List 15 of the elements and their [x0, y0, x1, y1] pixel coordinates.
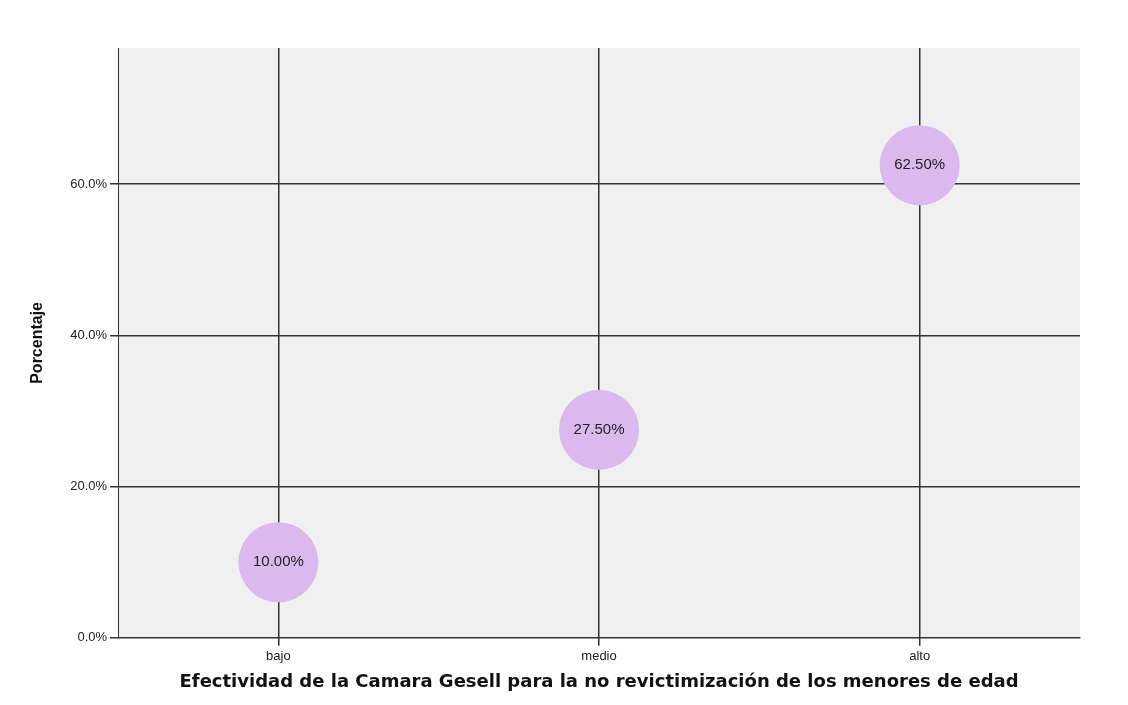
y-tick-label: 0.0% — [77, 629, 108, 645]
x-tick-label: medio — [581, 648, 617, 664]
data-label: 10.00% — [252, 552, 304, 570]
y-tick-label: 60.0% — [70, 175, 108, 191]
x-tick-label: alto — [909, 648, 931, 664]
point — [559, 389, 640, 470]
point — [238, 522, 319, 603]
x-tick-label: bajo — [266, 648, 291, 664]
y-axis-title: Porcentaje — [28, 301, 46, 384]
data-label: 62.50% — [894, 155, 946, 173]
y-tick-label: 20.0% — [70, 478, 108, 494]
point — [879, 125, 960, 206]
x-axis-title: Efectividad de la Camara Gesell para la no revictimización de los menores de edad — [179, 669, 1019, 691]
data-label: 27.50% — [573, 420, 625, 437]
y-tick-label: 40.0% — [70, 326, 108, 342]
